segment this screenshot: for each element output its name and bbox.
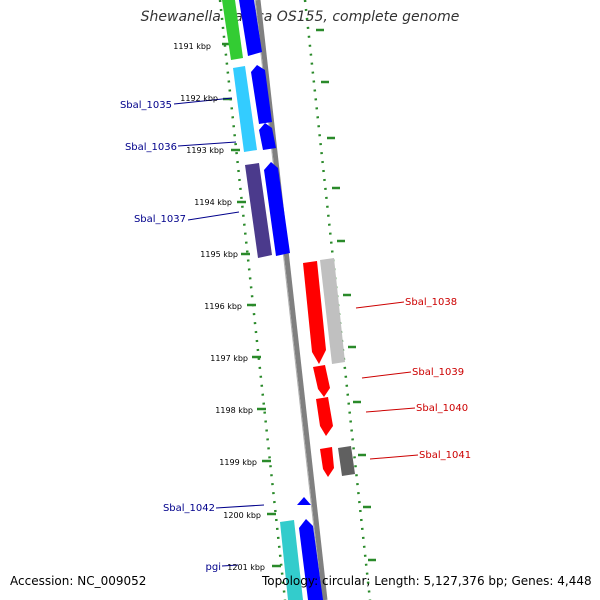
scale-label: 1193 kbp (186, 146, 224, 155)
gene-cyan-1035 (233, 66, 257, 152)
scale-label: 1197 kbp (210, 354, 248, 363)
gene-label-sbal-1036: Sbal_1036 (125, 142, 177, 153)
scale-label: 1194 kbp (194, 198, 232, 207)
gene-label-pgi: pgi (206, 562, 221, 573)
gene-teal-pgi (280, 520, 303, 600)
gene-purple-1037 (245, 163, 272, 258)
gene-blue-1035 (251, 65, 272, 124)
tick-track-right (303, 0, 372, 600)
map-title: Shewanella baltica OS155, complete genom… (140, 9, 460, 25)
gene-red-1039 (313, 365, 330, 397)
gene-red-1038 (303, 261, 326, 364)
gene-blue-1036 (259, 123, 276, 150)
scale-label: 1192 kbp (180, 94, 218, 103)
scale-label: 1199 kbp (219, 458, 257, 467)
tick-track-left (218, 0, 287, 600)
gene-blue-top (239, 0, 262, 56)
genome-backbone (255, 0, 328, 600)
gene-red-1041 (320, 447, 334, 477)
gene-label-sbal-1041: Sbal_1041 (419, 450, 471, 461)
gene-label-sbal-1042: Sbal_1042 (163, 503, 215, 514)
forward-label-lines (173, 97, 265, 567)
gene-red-1040 (316, 397, 333, 436)
gene-label-sbal-1037: Sbal_1037 (134, 214, 186, 225)
scale-label: 1196 kbp (204, 302, 242, 311)
scale-label: 1201 kbp (227, 563, 265, 572)
topology-label: Topology: circular; Length: 5,127,376 bp… (262, 574, 592, 588)
gene-green (222, 0, 243, 60)
gene-blue-1042 (297, 497, 311, 505)
gene-label-sbal-1038: Sbal_1038 (405, 297, 457, 308)
scale-label: 1200 kbp (223, 511, 261, 520)
scale-label: 1195 kbp (200, 250, 238, 259)
gene-blue-1037 (264, 162, 290, 256)
gene-darkgray-1041 (338, 446, 355, 476)
reverse-label-lines (355, 301, 419, 460)
gene-blue-pgi (299, 519, 323, 600)
scale-label: 1198 kbp (215, 406, 253, 415)
gene-label-sbal-1040: Sbal_1040 (416, 403, 468, 414)
accession-label: Accession: NC_009052 (10, 574, 147, 588)
scale-label: 1191 kbp (173, 42, 211, 51)
gene-label-sbal-1039: Sbal_1039 (412, 367, 464, 378)
gene-gray-1038 (320, 258, 345, 364)
gene-label-sbal-1035: Sbal_1035 (120, 100, 172, 111)
